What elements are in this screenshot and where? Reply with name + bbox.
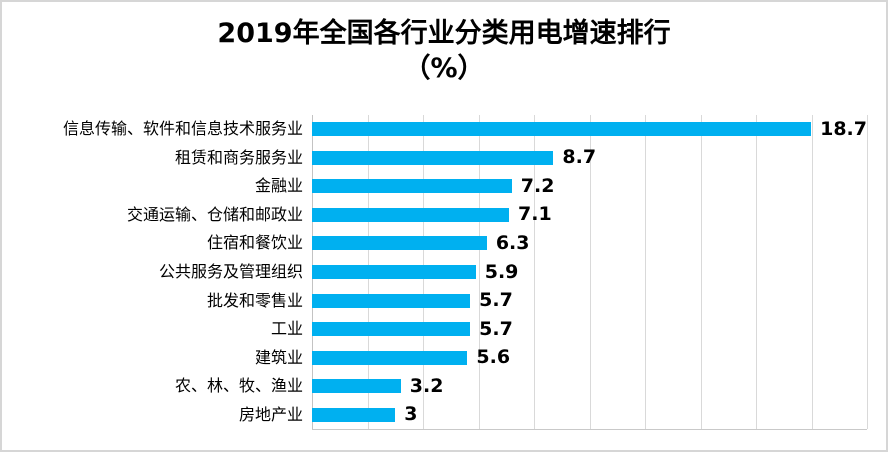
bar-track: 5.9 bbox=[312, 258, 867, 287]
bar-track: 8.7 bbox=[312, 144, 867, 173]
value-label: 3 bbox=[404, 403, 418, 426]
chart-title-line1: 2019年全国各行业分类用电增速排行 bbox=[217, 18, 671, 49]
value-label: 5.9 bbox=[484, 260, 519, 283]
category-label: 建筑业 bbox=[254, 347, 303, 367]
bar-track: 3.2 bbox=[312, 372, 867, 401]
value-label: 8.7 bbox=[562, 146, 597, 169]
gridline bbox=[645, 115, 646, 429]
gridline bbox=[756, 115, 757, 429]
bar-track: 6.3 bbox=[312, 229, 867, 258]
value-label: 5.7 bbox=[479, 317, 513, 340]
value-label: 6.3 bbox=[495, 231, 530, 254]
bar-row: 租赁和商务服务业 8.7 bbox=[2, 144, 886, 173]
category-label: 批发和零售业 bbox=[206, 290, 303, 310]
bar bbox=[312, 265, 476, 279]
chart-title-line2: （%） bbox=[403, 53, 485, 84]
bar-track: 7.1 bbox=[312, 201, 867, 230]
gridline bbox=[589, 115, 591, 429]
gridline bbox=[811, 115, 813, 429]
bar-row: 工业 5.7 bbox=[2, 315, 886, 344]
bar-row: 房地产业 3 bbox=[2, 400, 886, 429]
bar-track: 5.7 bbox=[312, 315, 867, 344]
category-label: 租赁和商务服务业 bbox=[174, 147, 303, 167]
bar-rows: 信息传输、软件和信息技术服务业 18.7 租赁和商务服务业 8.7 金融业 7.2 交通运输… bbox=[2, 115, 886, 429]
value-label: 5.6 bbox=[476, 346, 511, 369]
bar-row: 金融业 7.2 bbox=[2, 172, 886, 201]
value-label: 18.7 bbox=[820, 117, 867, 140]
bar bbox=[312, 236, 487, 251]
category-label: 信息传输、软件和信息技术服务业 bbox=[62, 119, 303, 139]
bar-track: 3 bbox=[312, 400, 867, 429]
bar bbox=[312, 150, 554, 165]
gridline bbox=[867, 115, 868, 429]
bar bbox=[312, 122, 812, 137]
category-label: 住宿和餐饮业 bbox=[206, 233, 303, 253]
bar bbox=[312, 322, 471, 337]
bar-row: 批发和零售业 5.7 bbox=[2, 286, 886, 315]
value-label: 7.2 bbox=[520, 174, 555, 197]
value-label: 3.2 bbox=[409, 374, 444, 397]
value-label: 7.1 bbox=[518, 203, 552, 226]
category-label: 公共服务及管理组织 bbox=[158, 262, 303, 281]
bar-row: 农、林、牧、渔业 3.2 bbox=[2, 372, 886, 401]
chart-title: 2019年全国各行业分类用电增速排行 （%） bbox=[2, 16, 886, 86]
bar-track: 5.7 bbox=[312, 286, 867, 315]
gridline bbox=[478, 115, 480, 429]
bar bbox=[312, 407, 396, 422]
value-label: 5.7 bbox=[479, 289, 513, 312]
bar bbox=[312, 293, 471, 308]
bar-row: 住宿和餐饮业 6.3 bbox=[2, 229, 886, 258]
bar bbox=[312, 379, 401, 394]
bar-track: 7.2 bbox=[312, 172, 867, 201]
bar bbox=[312, 350, 468, 365]
category-label: 农、林、牧、渔业 bbox=[174, 376, 303, 396]
bar-row: 建筑业 5.6 bbox=[2, 343, 886, 372]
category-label: 金融业 bbox=[254, 176, 303, 196]
category-label: 工业 bbox=[270, 319, 303, 339]
gridline bbox=[700, 115, 702, 429]
bar-row: 信息传输、软件和信息技术服务业 18.7 bbox=[2, 115, 886, 144]
bar-row: 交通运输、仓储和邮政业 7.1 bbox=[2, 201, 886, 230]
bar bbox=[312, 207, 510, 222]
plot-area: 信息传输、软件和信息技术服务业 18.7 租赁和商务服务业 8.7 金融业 7.2 交通运输… bbox=[2, 115, 886, 430]
bar bbox=[312, 179, 512, 194]
category-label: 交通运输、仓储和邮政业 bbox=[126, 204, 303, 224]
gridline bbox=[534, 115, 535, 429]
category-label: 房地产业 bbox=[238, 404, 303, 424]
bar-row: 公共服务及管理组织 5.9 bbox=[2, 258, 886, 287]
bar-track: 5.6 bbox=[312, 343, 867, 372]
bar-track: 18.7 bbox=[312, 115, 867, 144]
x-axis-line bbox=[312, 429, 867, 430]
